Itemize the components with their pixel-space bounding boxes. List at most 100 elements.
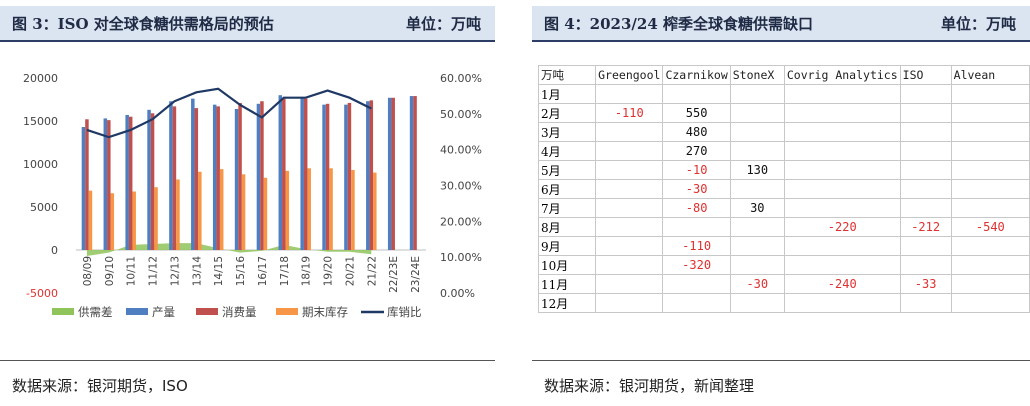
value-cell: -80: [662, 198, 731, 218]
value-cell: -220: [783, 217, 901, 237]
consumption-bar: [369, 100, 374, 250]
value-cell: 270: [662, 141, 731, 161]
consumption-bar: [347, 102, 352, 250]
legend-label: 供需差: [78, 305, 113, 319]
value-cell: [783, 198, 901, 218]
consumption-bar: [85, 119, 89, 250]
value-cell: -10: [662, 160, 731, 180]
source-header-cell: StoneX: [729, 65, 785, 85]
gap-area: [86, 243, 372, 257]
value-cell: -212: [899, 217, 952, 237]
value-cell: 30: [729, 198, 785, 218]
x-tick-label: 08/09: [82, 256, 94, 286]
x-tick-label: 16/17: [257, 256, 269, 286]
x-tick-label: 11/12: [148, 256, 160, 286]
consumption-bar: [238, 102, 242, 250]
legend-label: 产量: [152, 305, 175, 319]
table-row: 2月 -110 550: [537, 103, 1030, 123]
value-cell: [950, 179, 1030, 199]
value-cell: [595, 198, 664, 218]
value-cell: [662, 84, 731, 104]
consumption-bar: [107, 120, 111, 250]
legend-label: 消费量: [222, 305, 257, 319]
chart-source: 数据来源：银河期货，ISO: [12, 377, 188, 395]
value-cell: [783, 179, 901, 199]
value-cell: -33: [899, 274, 952, 294]
value-cell: [729, 84, 785, 104]
production-bar: [366, 101, 370, 250]
value-cell: [595, 84, 664, 104]
value-cell: [729, 103, 785, 123]
month-cell: 11月: [537, 274, 597, 294]
production-bar: [125, 114, 129, 250]
value-cell: [783, 84, 901, 104]
production-bar: [212, 104, 217, 250]
chart-unit: 单位：万吨: [405, 15, 481, 33]
value-cell: [729, 179, 785, 199]
x-tick-label: 19/20: [323, 256, 335, 286]
table-row: 9月 -110: [537, 236, 1030, 256]
value-cell: [595, 293, 664, 313]
x-tick-label: 17/18: [279, 256, 291, 286]
stock-bar: [329, 168, 333, 250]
source-header-cell: Covrig Analytics: [783, 65, 901, 85]
stock-bar: [373, 172, 377, 250]
legend-swatch-gap: [52, 308, 74, 315]
value-cell: [950, 122, 1030, 142]
value-cell: 550: [662, 103, 731, 123]
production-bar: [147, 109, 151, 250]
value-cell: -110: [662, 236, 731, 256]
month-cell: 7月: [537, 198, 597, 218]
value-cell: [950, 141, 1030, 161]
month-cell: 2月: [537, 103, 597, 123]
x-tick-label: 18/19: [301, 256, 313, 286]
consumption-bar: [216, 106, 220, 250]
chart-title: 图 3：ISO 对全球食糖供需格局的预估: [12, 15, 274, 33]
value-cell: -30: [662, 179, 731, 199]
production-bar: [256, 103, 261, 250]
value-cell: [899, 236, 952, 256]
value-cell: [950, 255, 1030, 275]
x-tick-label: 21/22: [366, 256, 378, 286]
value-cell: [595, 122, 664, 142]
consumption-bar: [260, 101, 264, 250]
value-cell: [783, 293, 901, 313]
value-cell: [950, 293, 1030, 313]
production-bar: [344, 104, 348, 250]
production-bar: [169, 101, 173, 250]
consumption-bar: [128, 116, 133, 250]
y-tick-label: 20000: [23, 72, 58, 85]
value-cell: [950, 236, 1030, 256]
production-bar: [300, 97, 304, 250]
value-cell: [783, 122, 901, 142]
consumption-bar: [325, 103, 330, 250]
month-cell: 6月: [537, 179, 597, 199]
consumption-bar: [282, 98, 286, 250]
value-cell: [950, 103, 1030, 123]
consumption-bar: [413, 96, 417, 250]
production-bar: [103, 118, 108, 250]
production-bar: [409, 96, 414, 250]
table-source: 数据来源：银河期货，新闻整理: [544, 377, 755, 395]
consumption-bar: [150, 113, 155, 250]
ratio-line: [86, 87, 372, 139]
x-tick-label: 15/16: [235, 256, 247, 287]
value-cell: [595, 255, 664, 275]
value-cell: [950, 160, 1030, 180]
supply-gap-table: 万吨 Greengool Czarnikow StoneX Covrig Analyti…: [537, 65, 1030, 313]
value-cell: [729, 141, 785, 161]
table-row: 11月 -30 -240 -33: [537, 274, 1030, 294]
value-cell: [595, 179, 664, 199]
legend-label: 期末库存: [302, 305, 348, 319]
y-tick-label: -5000: [26, 287, 58, 300]
table-row: 10月 -320: [537, 255, 1030, 275]
value-cell: [729, 255, 785, 275]
production-bar: [387, 97, 392, 250]
consumption-bar: [172, 106, 177, 250]
header-divider: [0, 40, 495, 42]
stock-bar: [351, 170, 355, 250]
source-header-cell: Czarnikow: [662, 65, 731, 85]
table-header: 图 4：2023/24 榨季全球食糖供需缺口 单位：万吨: [532, 6, 1030, 40]
value-cell: [899, 160, 952, 180]
y-tick-label: 0: [51, 244, 58, 257]
